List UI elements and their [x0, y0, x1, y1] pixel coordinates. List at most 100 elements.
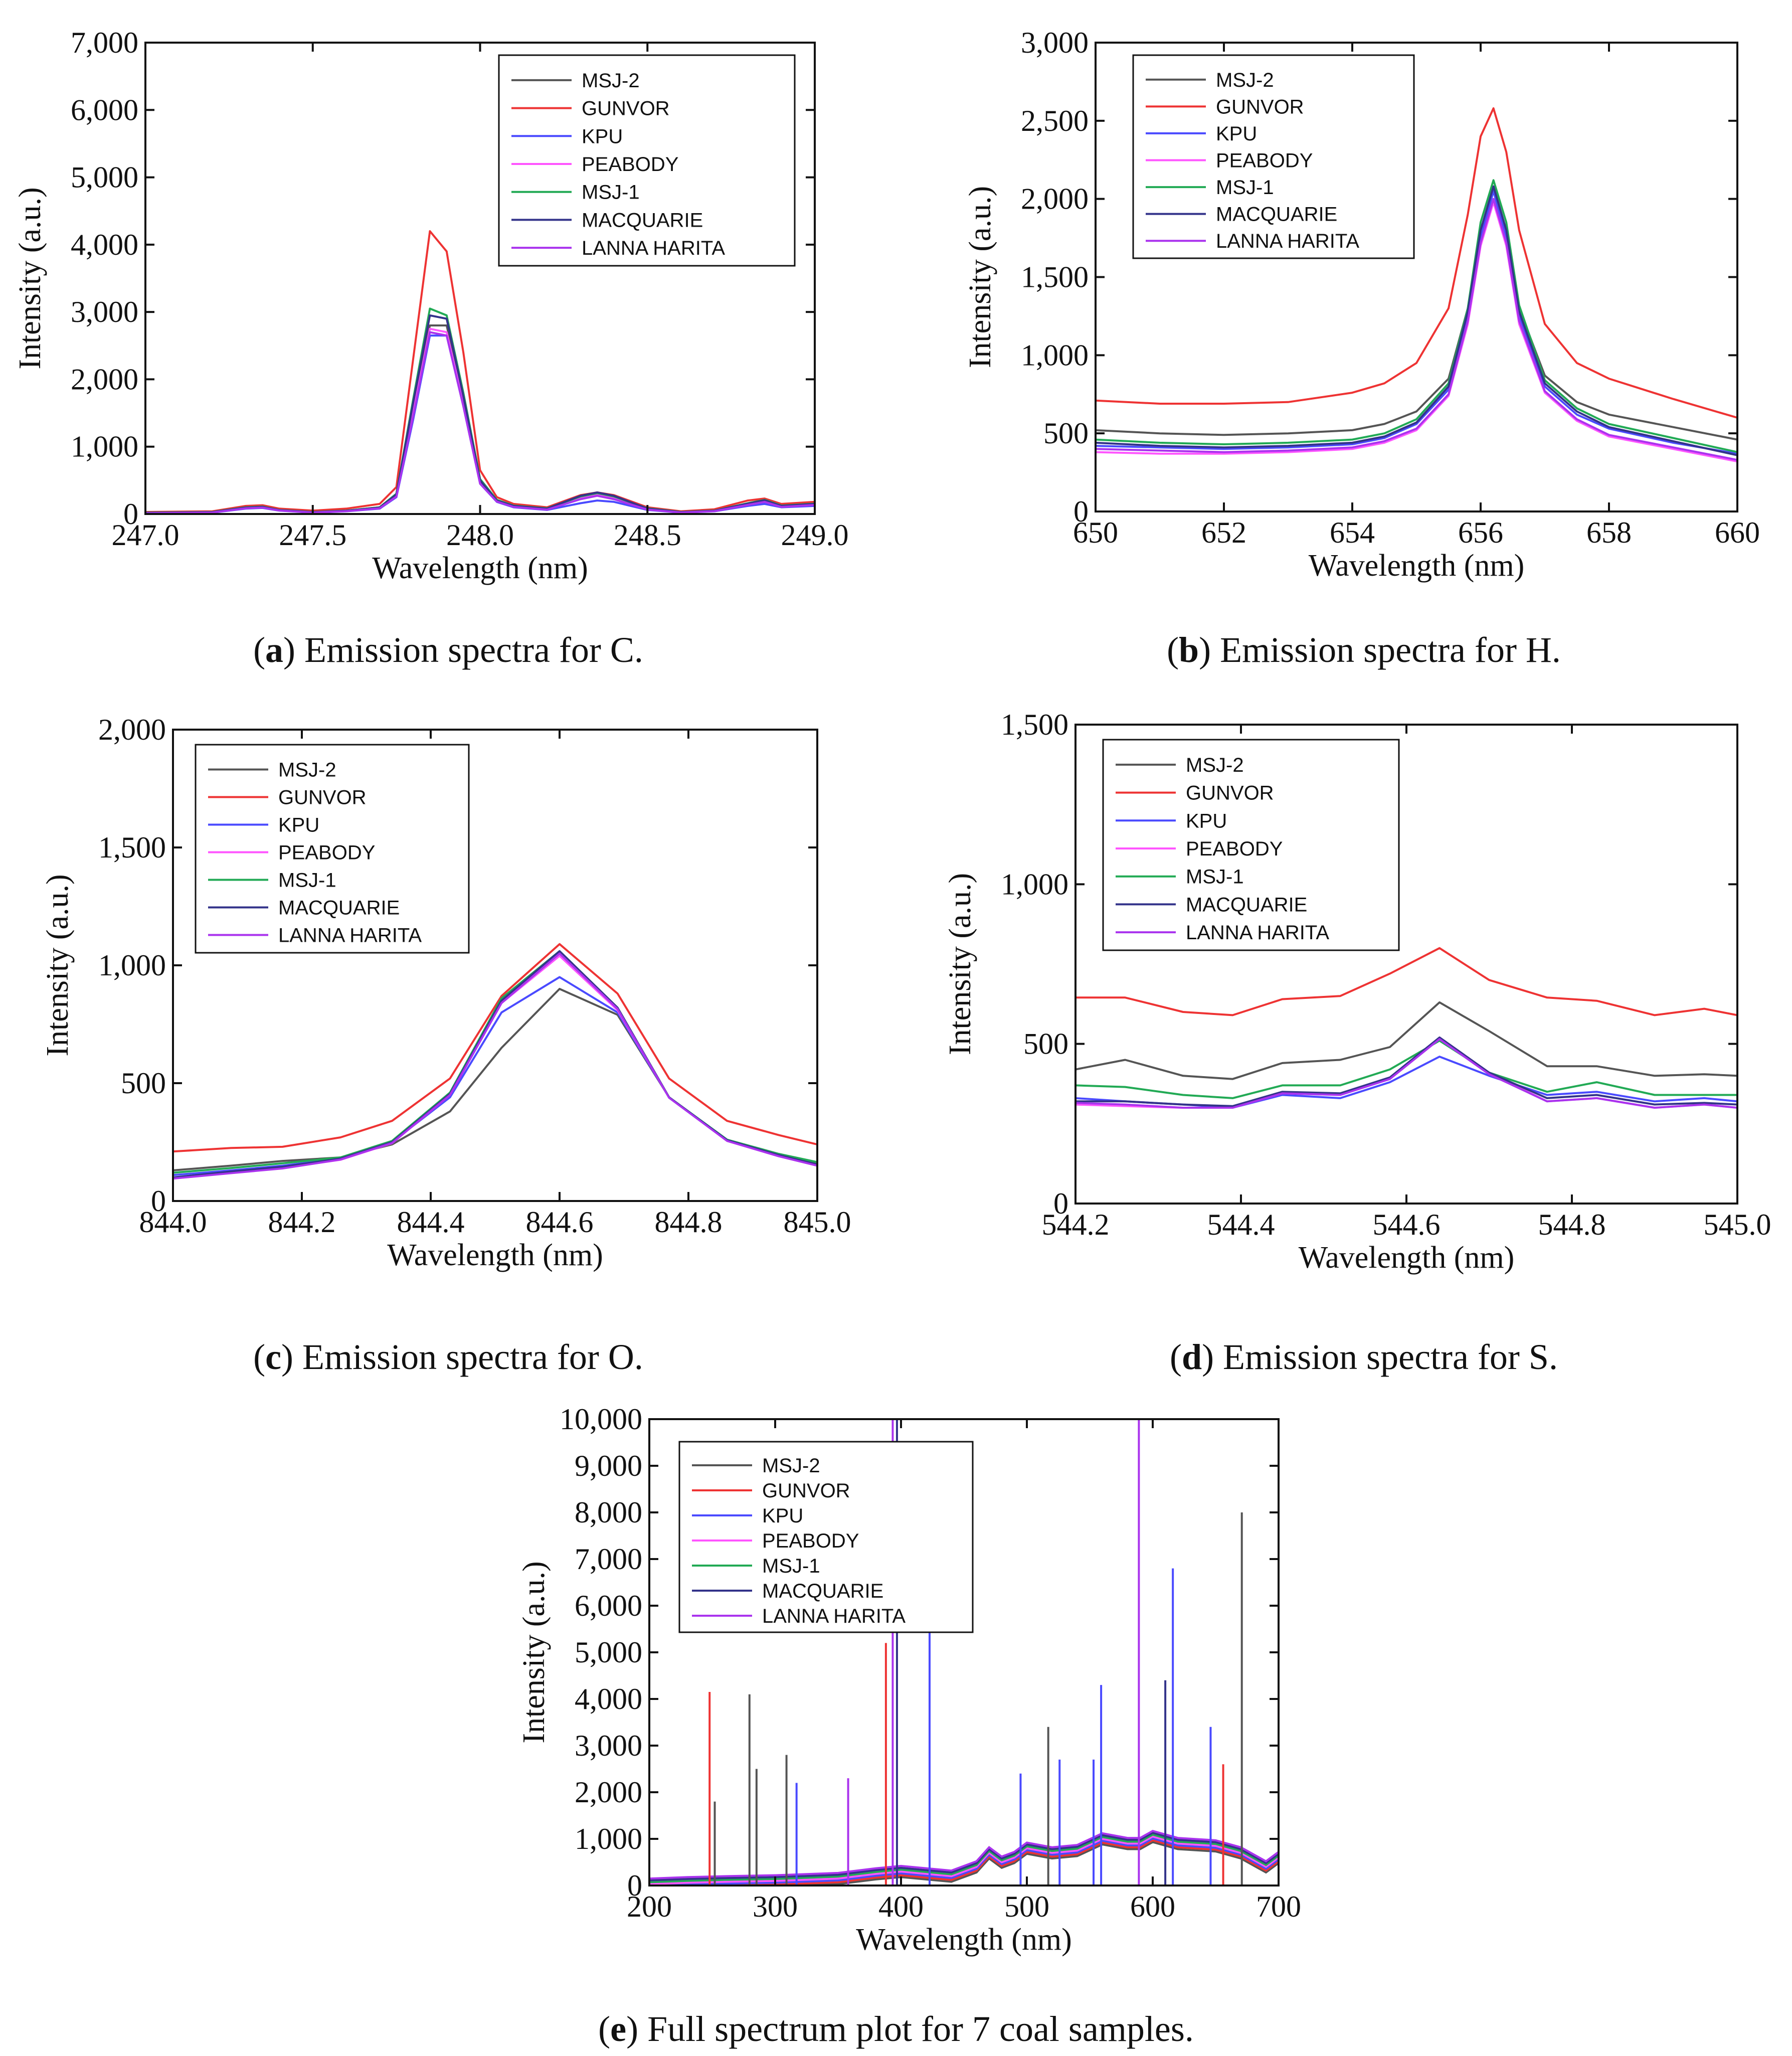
legend-label: GUNVOR	[1216, 96, 1304, 118]
y-tick-label: 7,000	[575, 1543, 642, 1576]
series-line-macquarie	[1076, 1036, 1737, 1107]
legend-label: MACQUARIE	[1216, 204, 1337, 226]
series-line-lanna-harita	[1076, 1038, 1737, 1109]
legend-label: LANNA HARITA	[1216, 230, 1359, 252]
x-tick-label: 654	[1330, 516, 1375, 549]
y-tick-label: 0	[1053, 1187, 1068, 1220]
chart-c: 844.0 844.2 844.4 844.6 844.8 845.0 0 500 1,000 1…	[41, 713, 851, 1272]
y-tick-label: 2,500	[1021, 104, 1089, 137]
series-line-gunvor	[1076, 947, 1737, 1016]
y-tick-label: 1,500	[98, 831, 166, 864]
x-tick-label: 700	[1256, 1890, 1301, 1923]
series-line-msj-1	[1076, 1040, 1737, 1099]
legend-box	[678, 1441, 974, 1633]
legend-label: KPU	[278, 814, 319, 836]
y-tick-label: 500	[1023, 1027, 1068, 1061]
legend-label: MSJ-2	[762, 1455, 820, 1477]
x-axis-label: Wavelength (nm)	[1309, 549, 1525, 583]
legend-label: MSJ-1	[1186, 866, 1244, 888]
series-line-macquarie	[173, 950, 817, 1178]
caption-text: Emission spectra for S.	[1223, 1337, 1558, 1377]
y-tick-label: 0	[151, 1184, 166, 1218]
legend-label: PEABODY	[1186, 838, 1283, 860]
caption-text: Emission spectra for H.	[1220, 630, 1561, 670]
y-axis-label: Intensity (a.u.)	[41, 874, 75, 1056]
x-axis-label: Wavelength (nm)	[387, 1238, 603, 1272]
y-tick-label: 3,000	[575, 1729, 642, 1762]
y-tick-label: 1,000	[71, 430, 138, 463]
legend-box	[195, 744, 470, 954]
x-axis-label: Wavelength (nm)	[372, 551, 588, 585]
x-tick-label: 844.6	[526, 1206, 594, 1239]
y-tick-label: 0	[627, 1869, 642, 1902]
x-tick-label: 200	[627, 1890, 672, 1923]
legend-label: LANNA HARITA	[582, 237, 725, 259]
x-tick-label: 248.0	[446, 519, 514, 552]
legend-label: LANNA HARITA	[1186, 922, 1329, 944]
plot-area	[173, 943, 817, 1180]
x-axis-label: Wavelength (nm)	[1299, 1241, 1515, 1275]
x-axis-label: Wavelength (nm)	[856, 1923, 1072, 1957]
caption-letter: e	[610, 2009, 627, 2049]
legend-label: GUNVOR	[582, 98, 670, 120]
y-tick-label: 7,000	[71, 26, 138, 59]
legend-label: MSJ-1	[1216, 177, 1274, 199]
legend-label: GUNVOR	[762, 1480, 850, 1502]
series-line-kpu	[145, 334, 815, 514]
legend-label: LANNA HARITA	[762, 1605, 906, 1627]
legend-label: PEABODY	[582, 153, 678, 176]
legend-label: MACQUARIE	[1186, 894, 1307, 916]
y-tick-label: 1,000	[1021, 338, 1089, 372]
x-tick-label: 845.0	[784, 1206, 851, 1239]
x-tick-label: 844.4	[397, 1206, 465, 1239]
x-tick-label: 247.0	[112, 519, 180, 552]
y-axis-label: Intensity (a.u.)	[943, 873, 977, 1055]
y-tick-label: 1,000	[1001, 868, 1068, 901]
legend-label: PEABODY	[1216, 150, 1313, 172]
legend-label: MSJ-2	[1216, 69, 1274, 91]
legend-label: MSJ-1	[278, 870, 336, 892]
y-tick-label: 2,000	[98, 713, 166, 746]
y-tick-label: 4,000	[71, 228, 138, 261]
x-tick-label: 247.5	[279, 519, 346, 552]
legend-box	[1132, 54, 1415, 259]
legend-label: KPU	[1186, 810, 1227, 832]
legend-label: LANNA HARITA	[278, 925, 422, 947]
y-tick-label: 2,000	[1021, 183, 1089, 216]
legend: MSJ-2 GUNVOR KPU PEABODY MSJ-1 MACQUARIE LANNA…	[498, 54, 796, 267]
legend-label: PEABODY	[278, 842, 375, 864]
series-line-macquarie	[1096, 185, 1737, 456]
series-line-msj-1	[173, 950, 817, 1174]
x-tick-label: 844.0	[139, 1206, 207, 1239]
x-tick-label: 544.6	[1373, 1208, 1441, 1241]
y-axis-label: Intensity (a.u.)	[13, 187, 47, 369]
series-line-msj-2	[1076, 1001, 1737, 1080]
caption-text: Emission spectra for O.	[302, 1337, 643, 1377]
x-tick-label: 249.0	[781, 519, 849, 552]
x-tick-label: 300	[753, 1890, 798, 1923]
legend-label: PEABODY	[762, 1530, 859, 1552]
series-line-lanna-harita	[1096, 198, 1737, 461]
plot-area	[1076, 947, 1737, 1109]
x-tick-label: 544.4	[1207, 1208, 1275, 1241]
series-line-gunvor	[1096, 107, 1737, 419]
caption-b: (b) Emission spectra for H.	[1167, 630, 1561, 670]
y-tick-label: 0	[1073, 495, 1089, 528]
y-tick-label: 10,000	[560, 1403, 642, 1436]
series-line-gunvor	[145, 230, 815, 513]
y-tick-label: 2,000	[71, 363, 138, 396]
y-axis-label: Intensity (a.u.)	[517, 1561, 551, 1743]
caption-d: (d) Emission spectra for S.	[1170, 1337, 1558, 1377]
series-line-gunvor	[173, 943, 817, 1153]
chart-b: 650 652 654 656 658 660 0 500 1,000 1,500 2,000 2,5…	[963, 26, 1760, 583]
chart-e: 200 300 400 500 600 700 0 1,000 2,000 3,000 4,000 5…	[517, 1403, 1301, 1957]
legend: MSJ-2 GUNVOR KPU PEABODY MSJ-1 MACQUARIE LANNA…	[678, 1441, 974, 1633]
caption-letter: c	[265, 1337, 282, 1377]
legend-label: MSJ-1	[582, 182, 640, 204]
legend-label: MACQUARIE	[762, 1580, 883, 1602]
legend-label: GUNVOR	[1186, 782, 1274, 804]
x-tick-label: 544.2	[1042, 1208, 1110, 1241]
caption-e: (e) Full spectrum plot for 7 coal sample…	[598, 2009, 1194, 2049]
legend-label: MSJ-2	[1186, 754, 1244, 776]
